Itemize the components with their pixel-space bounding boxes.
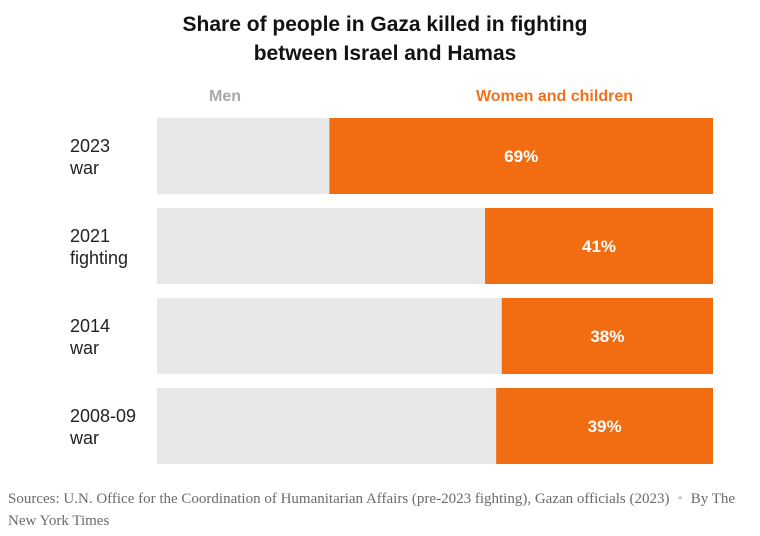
bar-women-and-children <box>496 388 713 464</box>
bar-women-and-children <box>485 208 713 284</box>
bar-men <box>157 298 502 374</box>
chart-title: Share of people in Gaza killed in fighti… <box>0 10 760 68</box>
bar-women-and-children <box>329 118 713 194</box>
credit-text: By The New York Times <box>8 491 736 529</box>
category-label: 2021 fighting <box>70 226 128 268</box>
chart-title-line-1: Share of people in Gaza killed in fighti… <box>182 13 588 36</box>
legend-men: Men <box>209 88 241 105</box>
bar-row: 2023 war 69% <box>69 118 713 194</box>
sources-text: Sources: U.N. Office for the Coordinatio… <box>8 491 670 507</box>
category-label-line: fighting <box>70 248 128 268</box>
chart-title-line-2: between Israel and Hamas <box>253 42 517 65</box>
bar-men <box>157 208 486 284</box>
bar-row: 2014 war 38% <box>69 298 713 374</box>
data-label: 39% <box>588 417 622 436</box>
category-label: 2008-09 war <box>69 406 136 448</box>
category-label-line: 2008-09 <box>70 406 136 426</box>
bar-men <box>157 118 330 194</box>
category-label-line: 2014 <box>70 316 110 336</box>
category-label: 2023 war <box>69 136 110 178</box>
bar-row: 2008-09 war 39% <box>69 388 713 464</box>
category-label-line: war <box>69 338 99 358</box>
data-label: 69% <box>504 147 538 166</box>
bar-row: 2021 fighting 41% <box>70 208 713 284</box>
separator-dot: • <box>677 491 683 507</box>
legend-women-and-children: Women and children <box>475 88 633 105</box>
category-label-line: war <box>69 428 99 448</box>
data-label: 41% <box>582 237 616 256</box>
category-label-line: 2021 <box>70 226 110 246</box>
bar-men <box>157 388 497 464</box>
bar-women-and-children <box>501 298 713 374</box>
category-label-line: war <box>69 158 99 178</box>
category-label-line: 2023 <box>70 136 110 156</box>
category-label: 2014 war <box>69 316 110 358</box>
data-label: 38% <box>590 327 624 346</box>
chart-sources: Sources: U.N. Office for the Coordinatio… <box>8 488 758 532</box>
